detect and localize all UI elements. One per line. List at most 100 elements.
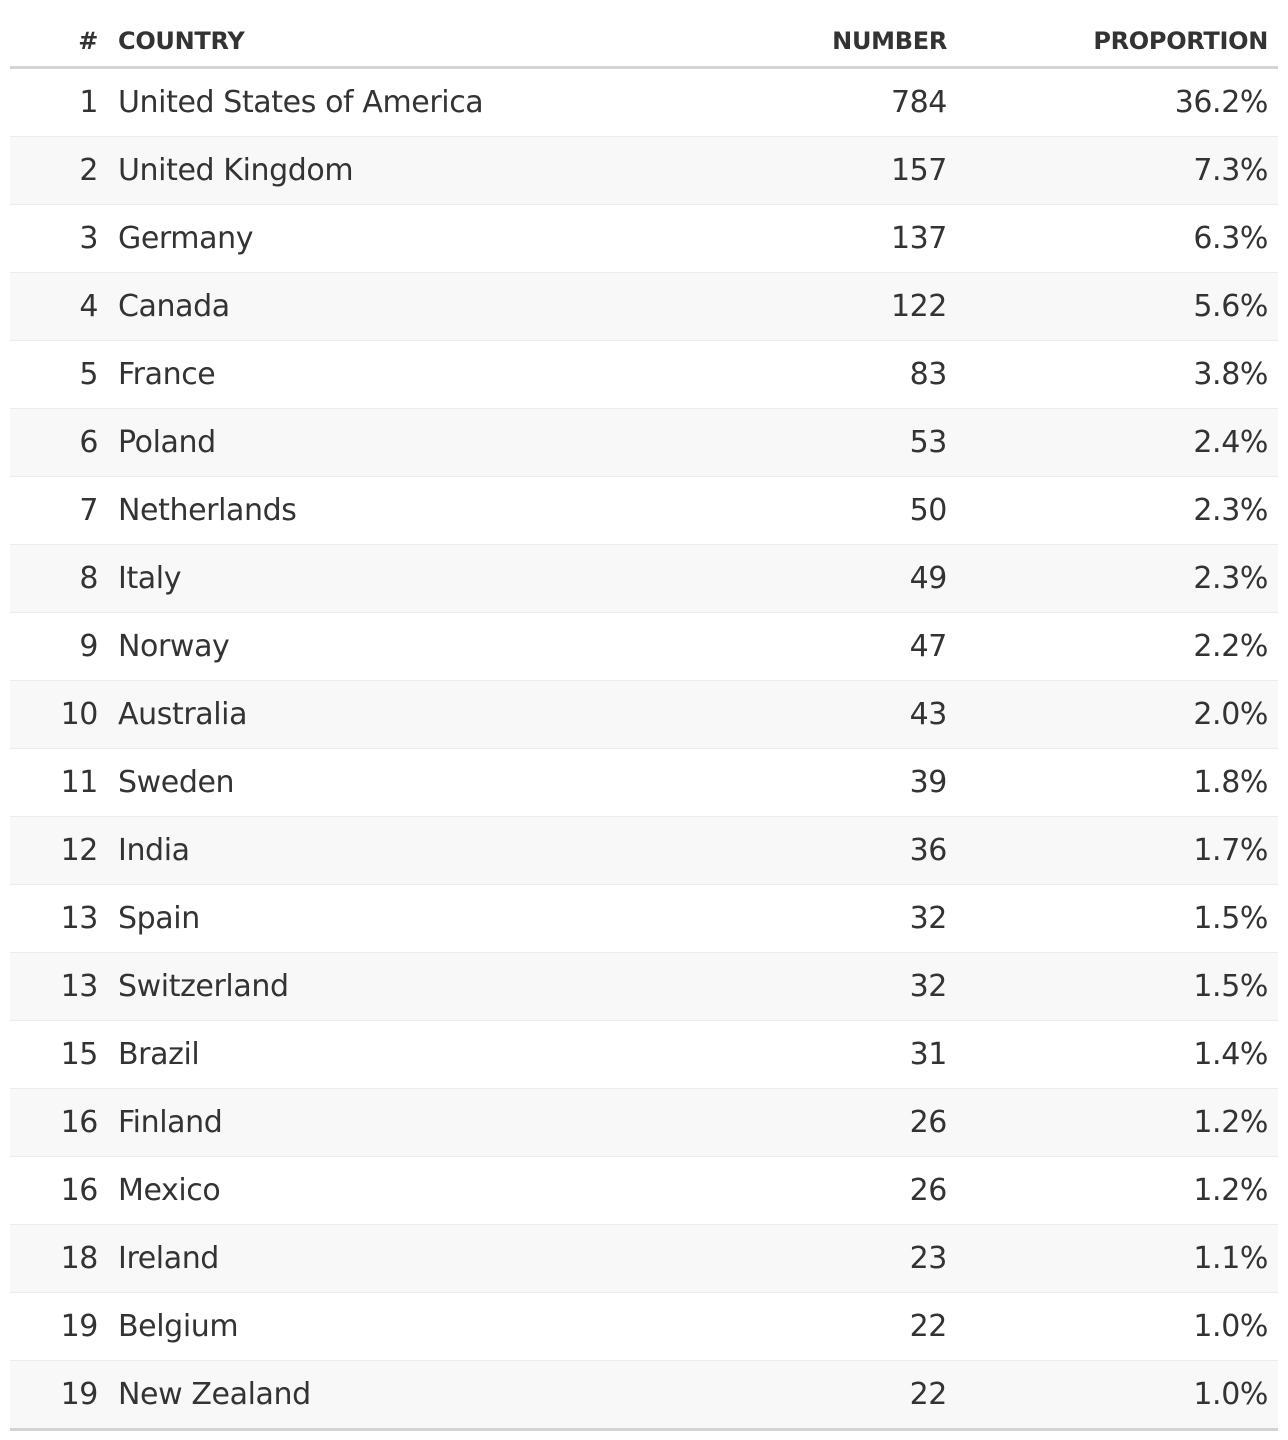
header-number[interactable]: NUMBER <box>832 27 947 55</box>
number-cell: 39 <box>909 765 948 800</box>
number-cell: 26 <box>909 1105 948 1140</box>
number-cell: 784 <box>890 85 947 120</box>
table-row: 16 Finland 26 1.2% <box>10 1089 1278 1157</box>
rank-cell: 16 <box>60 1173 99 1208</box>
number-cell: 32 <box>909 969 948 1004</box>
proportion-cell: 7.3% <box>1193 153 1268 188</box>
header-rank[interactable]: # <box>78 27 98 55</box>
rank-cell: 5 <box>79 357 98 392</box>
proportion-cell: 1.5% <box>1193 901 1268 936</box>
country-cell: Australia <box>118 697 248 732</box>
country-cell: United States of America <box>118 85 484 120</box>
table-row: 11 Sweden 39 1.8% <box>10 749 1278 817</box>
table-row: 19 Belgium 22 1.0% <box>10 1293 1278 1361</box>
rank-cell: 19 <box>60 1377 99 1412</box>
country-cell: Belgium <box>118 1309 239 1344</box>
rank-cell: 13 <box>60 901 99 936</box>
table-row: 7 Netherlands 50 2.3% <box>10 477 1278 545</box>
header-country[interactable]: COUNTRY <box>118 27 245 55</box>
rank-cell: 9 <box>79 629 98 664</box>
number-cell: 122 <box>890 289 947 324</box>
country-cell: Norway <box>118 629 230 664</box>
rank-cell: 1 <box>79 85 98 120</box>
number-cell: 49 <box>909 561 948 596</box>
table-row: 1 United States of America 784 36.2% <box>10 69 1278 137</box>
number-cell: 43 <box>909 697 948 732</box>
table-row: 6 Poland 53 2.4% <box>10 409 1278 477</box>
proportion-cell: 1.7% <box>1193 833 1268 868</box>
proportion-cell: 1.5% <box>1193 969 1268 1004</box>
number-cell: 53 <box>909 425 948 460</box>
country-table: # COUNTRY NUMBER PROPORTION 1 United Sta… <box>10 0 1278 1431</box>
rank-cell: 15 <box>60 1037 99 1072</box>
number-cell: 22 <box>909 1377 948 1412</box>
number-cell: 32 <box>909 901 948 936</box>
proportion-cell: 3.8% <box>1193 357 1268 392</box>
country-cell: Canada <box>118 289 230 324</box>
proportion-cell: 1.1% <box>1193 1241 1268 1276</box>
number-cell: 36 <box>909 833 948 868</box>
table-row: 10 Australia 43 2.0% <box>10 681 1278 749</box>
table-row: 4 Canada 122 5.6% <box>10 273 1278 341</box>
proportion-cell: 1.0% <box>1193 1309 1268 1344</box>
country-cell: Switzerland <box>118 969 289 1004</box>
number-cell: 26 <box>909 1173 948 1208</box>
rank-cell: 11 <box>60 765 99 800</box>
rank-cell: 2 <box>79 153 98 188</box>
table-row: 12 India 36 1.7% <box>10 817 1278 885</box>
proportion-cell: 1.4% <box>1193 1037 1268 1072</box>
proportion-cell: 36.2% <box>1174 85 1269 120</box>
country-cell: Finland <box>118 1105 223 1140</box>
proportion-cell: 2.0% <box>1193 697 1268 732</box>
number-cell: 157 <box>890 153 947 188</box>
proportion-cell: 1.8% <box>1193 765 1268 800</box>
table-row: 2 United Kingdom 157 7.3% <box>10 137 1278 205</box>
proportion-cell: 2.3% <box>1193 561 1268 596</box>
table-header: # COUNTRY NUMBER PROPORTION <box>10 0 1278 69</box>
table-row: 13 Spain 32 1.5% <box>10 885 1278 953</box>
country-cell: Netherlands <box>118 493 297 528</box>
rank-cell: 18 <box>60 1241 99 1276</box>
country-cell: Poland <box>118 425 216 460</box>
number-cell: 83 <box>909 357 948 392</box>
table-row: 13 Switzerland 32 1.5% <box>10 953 1278 1021</box>
header-proportion[interactable]: PROPORTION <box>1093 27 1268 55</box>
rank-cell: 10 <box>60 697 99 732</box>
number-cell: 47 <box>909 629 948 664</box>
country-cell: Germany <box>118 221 254 256</box>
proportion-cell: 1.2% <box>1193 1173 1268 1208</box>
proportion-cell: 5.6% <box>1193 289 1268 324</box>
number-cell: 31 <box>909 1037 948 1072</box>
country-cell: Brazil <box>118 1037 200 1072</box>
country-cell: United Kingdom <box>118 153 354 188</box>
table-row: 5 France 83 3.8% <box>10 341 1278 409</box>
rank-cell: 13 <box>60 969 99 1004</box>
proportion-cell: 2.3% <box>1193 493 1268 528</box>
number-cell: 23 <box>909 1241 948 1276</box>
rank-cell: 6 <box>79 425 98 460</box>
table-row: 16 Mexico 26 1.2% <box>10 1157 1278 1225</box>
proportion-cell: 2.2% <box>1193 629 1268 664</box>
proportion-cell: 1.2% <box>1193 1105 1268 1140</box>
rank-cell: 3 <box>79 221 98 256</box>
number-cell: 22 <box>909 1309 948 1344</box>
proportion-cell: 1.0% <box>1193 1377 1268 1412</box>
number-cell: 50 <box>909 493 948 528</box>
table-row: 9 Norway 47 2.2% <box>10 613 1278 681</box>
table-row: 3 Germany 137 6.3% <box>10 205 1278 273</box>
country-cell: Mexico <box>118 1173 221 1208</box>
rank-cell: 4 <box>79 289 98 324</box>
country-cell: Sweden <box>118 765 235 800</box>
rank-cell: 12 <box>60 833 99 868</box>
rank-cell: 16 <box>60 1105 99 1140</box>
proportion-cell: 2.4% <box>1193 425 1268 460</box>
table-row: 19 New Zealand 22 1.0% <box>10 1361 1278 1431</box>
country-cell: India <box>118 833 190 868</box>
country-cell: New Zealand <box>118 1377 311 1412</box>
table-row: 8 Italy 49 2.3% <box>10 545 1278 613</box>
country-cell: Spain <box>118 901 200 936</box>
table-row: 18 Ireland 23 1.1% <box>10 1225 1278 1293</box>
country-cell: France <box>118 357 216 392</box>
rank-cell: 8 <box>79 561 98 596</box>
table-row: 15 Brazil 31 1.4% <box>10 1021 1278 1089</box>
